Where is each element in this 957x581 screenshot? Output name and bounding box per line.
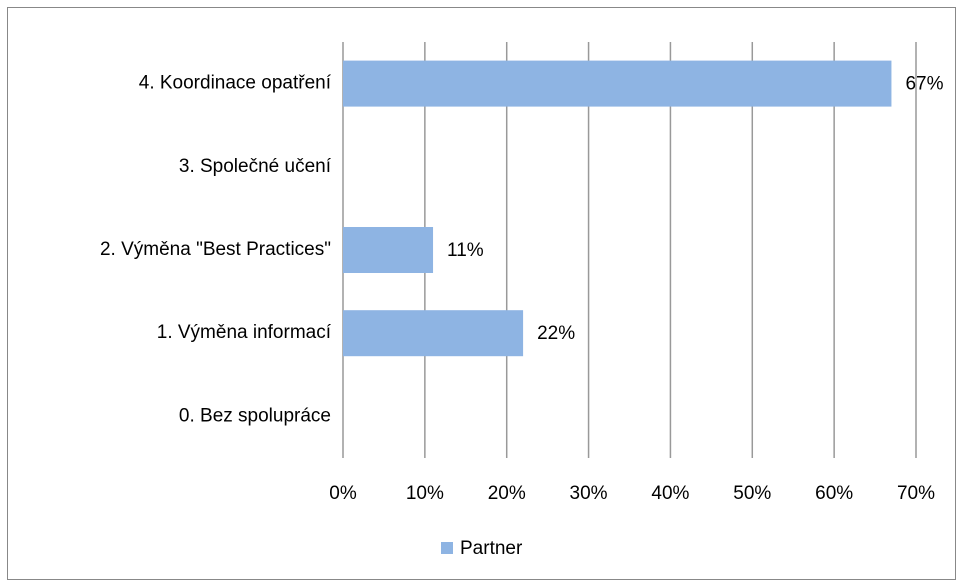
x-tick-label: 40% (651, 483, 689, 504)
chart-border (7, 7, 956, 580)
data-label: 67% (905, 74, 943, 95)
data-label: 22% (537, 323, 575, 344)
bar (343, 227, 434, 273)
x-tick-label: 70% (897, 483, 935, 504)
legend-swatch (441, 542, 453, 554)
bar (343, 310, 524, 357)
bar (343, 60, 892, 107)
y-tick-label: 3. Společné učení (179, 156, 332, 177)
x-tick-label: 50% (733, 483, 771, 504)
x-tick-label: 30% (570, 483, 608, 504)
y-tick-label: 2. Výměna "Best Practices" (100, 239, 331, 260)
x-tick-label: 0% (329, 483, 357, 504)
x-tick-label: 20% (488, 483, 526, 504)
data-label: 11% (447, 240, 484, 261)
y-tick-label: 1. Výměna informací (157, 322, 332, 343)
x-tick-label: 10% (406, 483, 444, 504)
x-tick-label: 60% (815, 483, 853, 504)
legend-label: Partner (460, 538, 523, 559)
y-tick-label: 4. Koordinace opatření (139, 73, 332, 94)
y-tick-label: 0. Bez spolupráce (179, 405, 331, 426)
